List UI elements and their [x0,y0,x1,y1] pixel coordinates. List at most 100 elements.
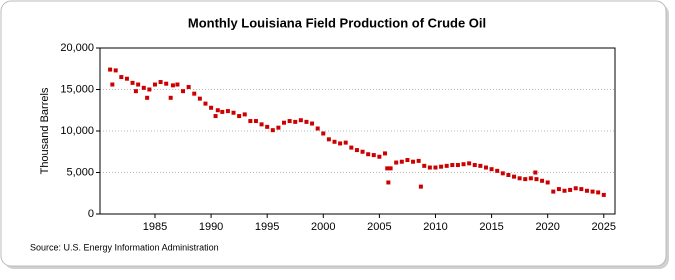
chart-title: Monthly Louisiana Field Production of Cr… [188,15,486,30]
point [315,126,320,131]
frame [0,0,667,267]
point [418,184,423,189]
point [113,68,118,73]
point [495,168,500,173]
point [590,189,595,194]
y-tick-label: 15,000 [60,83,94,95]
point [203,101,208,106]
point [197,96,202,101]
point [386,180,391,185]
x-tick-label: 2005 [367,221,391,233]
point [573,186,578,191]
point [133,89,138,94]
point [533,170,538,175]
point [164,81,169,86]
point [483,165,488,170]
point [259,122,264,127]
point [304,119,309,124]
point [338,141,343,146]
point [282,120,287,125]
point [237,114,242,119]
point [287,119,292,124]
point [343,140,348,145]
point [551,189,556,194]
point [108,67,113,72]
point [399,159,404,164]
point [253,119,258,124]
point [215,108,220,113]
point [433,165,438,170]
point [220,109,225,114]
point [394,160,399,165]
point [332,139,337,144]
point [213,114,218,119]
point [562,188,567,193]
point [231,110,236,115]
point [354,148,359,153]
point [450,163,455,168]
point [534,177,539,182]
source-note: Source: U.S. Energy Information Administ… [30,242,219,252]
point [382,151,387,156]
point [517,176,522,181]
point [192,91,197,96]
point [444,163,449,168]
point [540,178,545,183]
plot-border [99,47,616,215]
point [326,137,331,142]
x-tick-label: 2015 [479,221,503,233]
point [489,167,494,172]
point [310,121,315,126]
point [523,177,528,182]
point [186,85,191,90]
point [422,163,427,168]
point [276,125,281,130]
point [601,192,606,197]
point [377,154,382,159]
point [119,75,124,80]
point [467,161,472,166]
point [506,172,511,177]
point [579,187,584,192]
point [209,105,214,110]
point [366,152,371,157]
x-tick-label: 2010 [423,221,447,233]
point [270,128,275,133]
x-tick-label: 2025 [592,221,616,233]
point [455,163,460,168]
point [158,80,163,85]
point [265,124,270,129]
point [439,164,444,169]
point [596,190,601,195]
point [248,119,253,124]
x-tick-label: 1995 [255,221,279,233]
point [298,118,303,123]
point [512,174,517,179]
point [168,95,173,100]
point [472,163,477,168]
point [556,187,561,192]
point [461,162,466,167]
point [130,80,135,85]
point [141,85,146,90]
point [427,165,432,170]
x-tick-label: 2020 [535,221,559,233]
y-tick-label: 10,000 [60,125,94,137]
point [136,82,141,87]
point [321,131,326,136]
point [405,158,410,163]
point [110,82,115,87]
point [242,112,247,117]
point [411,159,416,164]
point [528,176,533,181]
point [225,109,230,114]
point [175,82,180,87]
y-tick-label: 0 [88,208,94,220]
point [349,145,354,150]
point [545,180,550,185]
point [124,76,129,81]
point [568,187,573,192]
y-tick-label: 5,000 [66,166,94,178]
x-tick-label: 2000 [311,221,335,233]
point [147,87,152,92]
